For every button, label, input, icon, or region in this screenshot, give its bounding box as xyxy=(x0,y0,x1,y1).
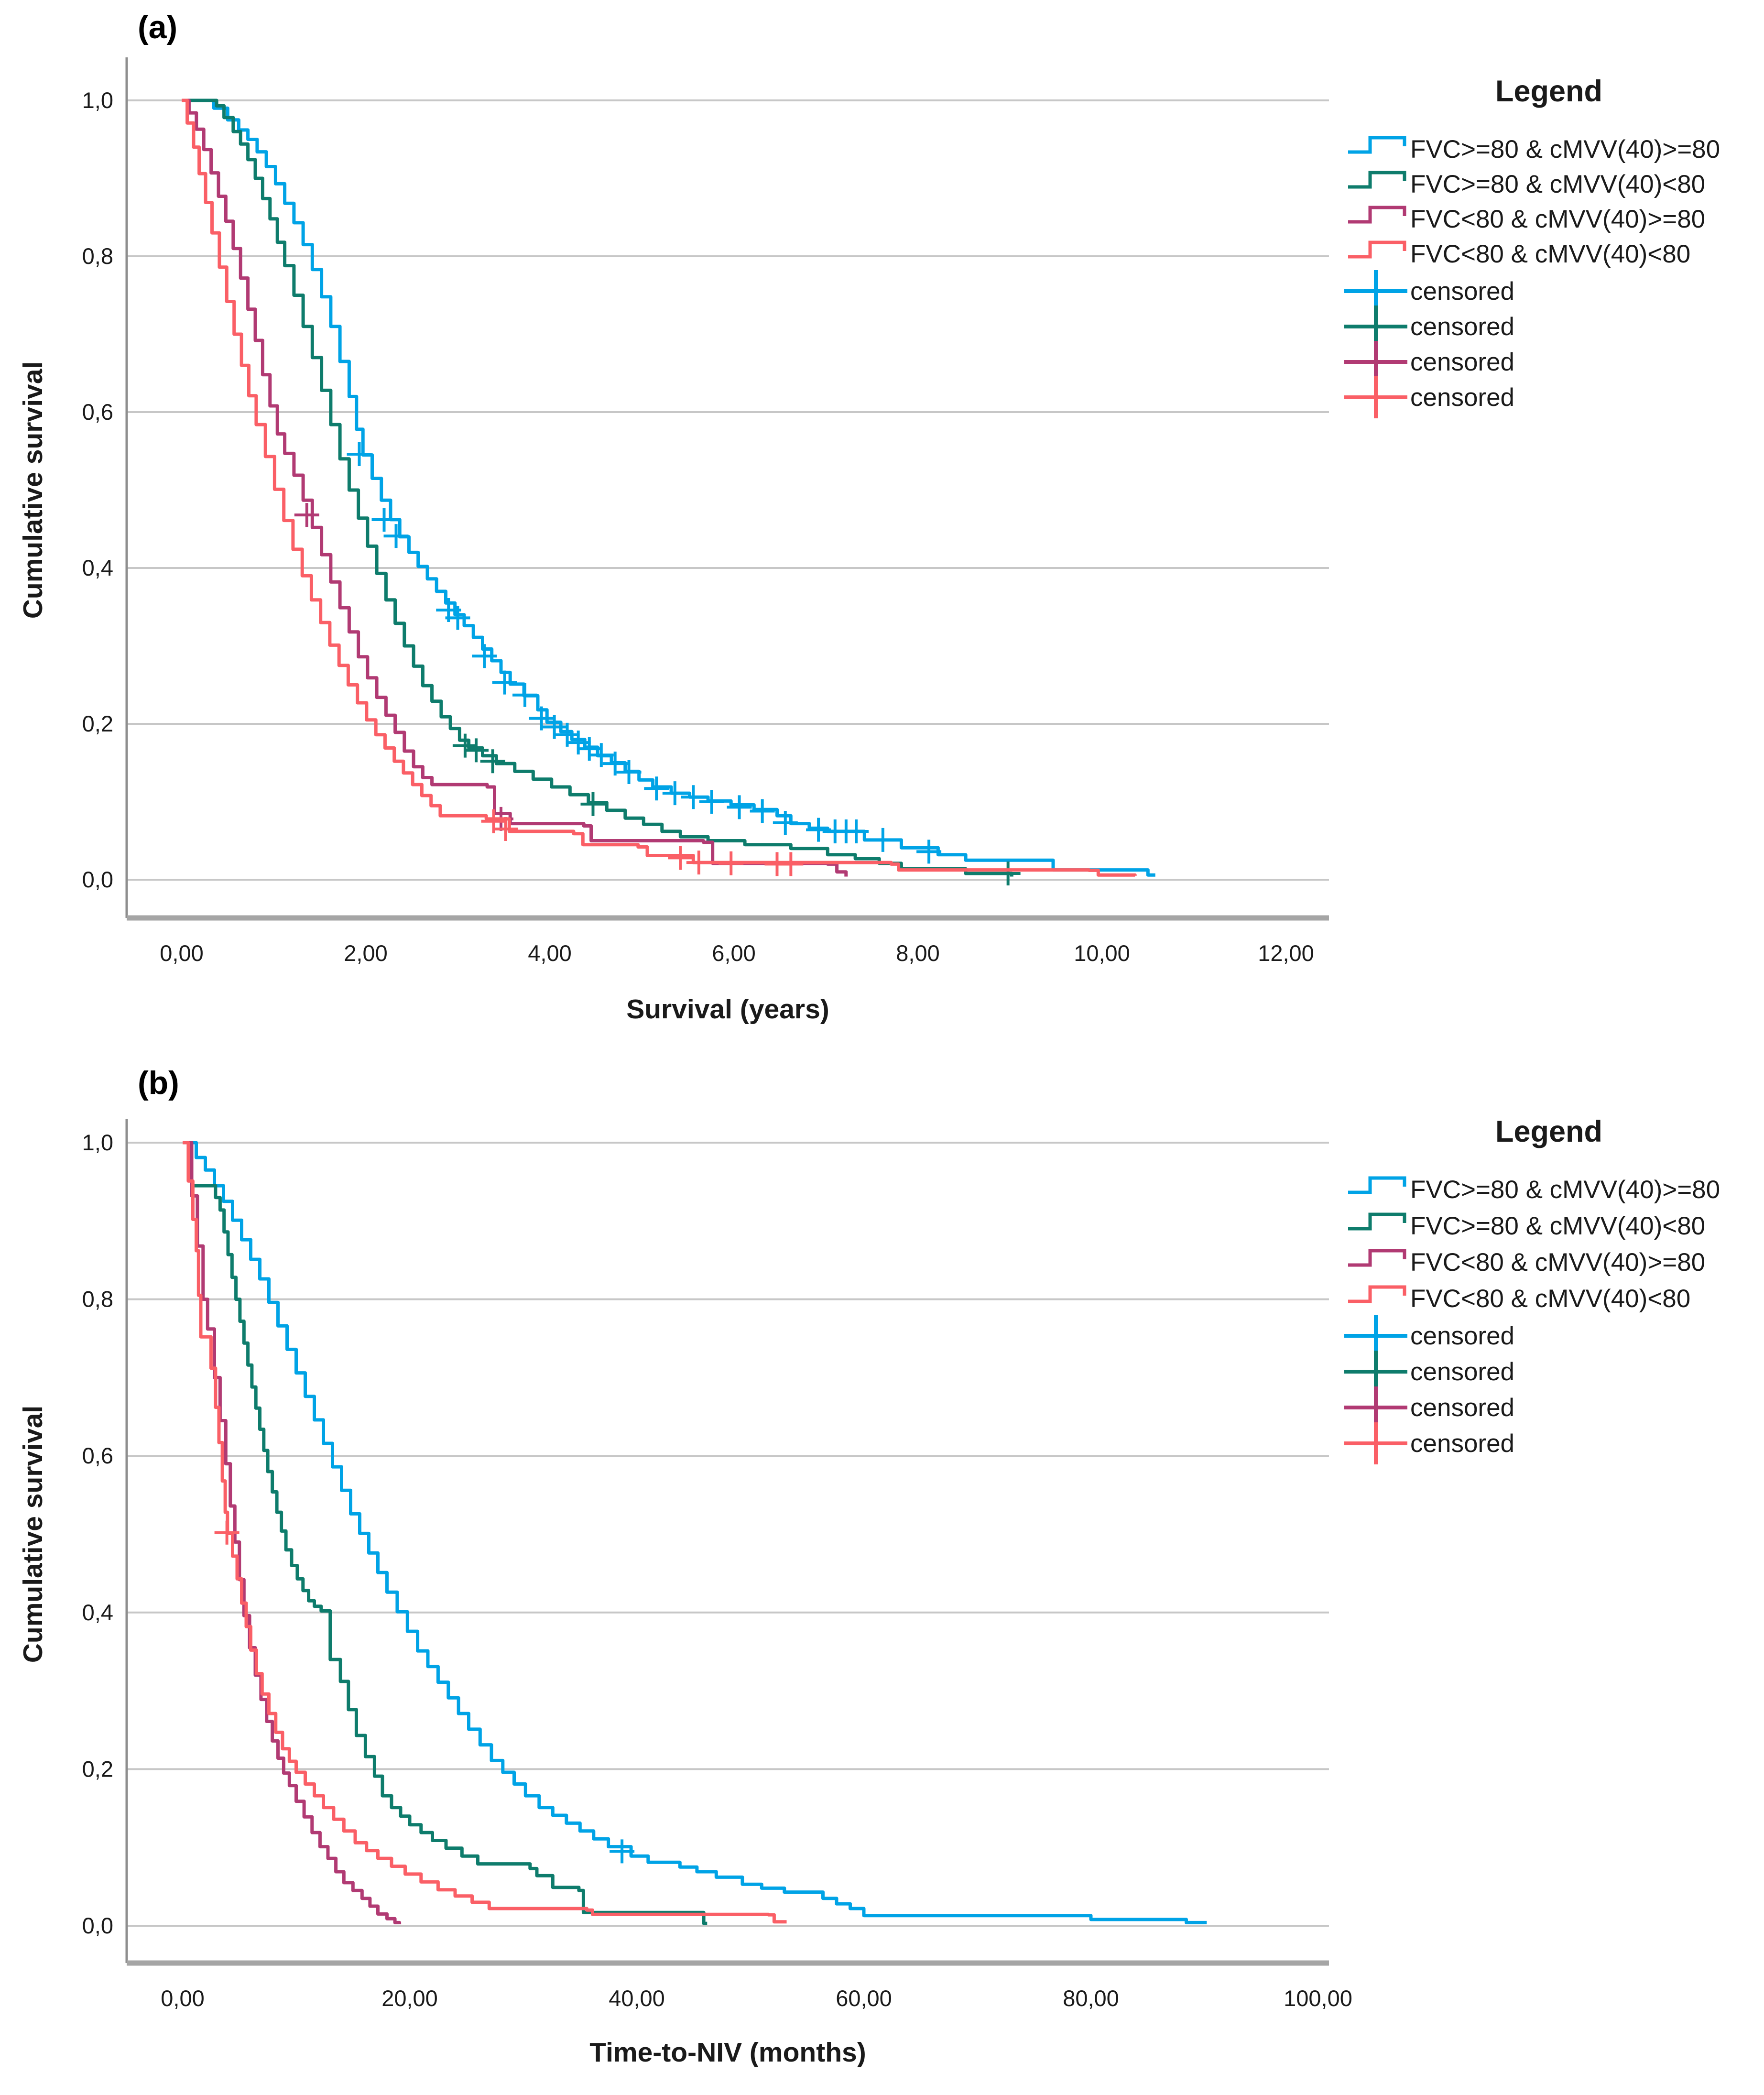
survival-curve xyxy=(182,98,1013,877)
legend-item-label: FVC<80 & cMVV(40)<80 xyxy=(1410,1285,1690,1313)
legend-item-label: FVC>=80 & cMVV(40)<80 xyxy=(1410,170,1705,198)
y-tick-label: 0,4 xyxy=(82,555,113,580)
legend-censored-label: censored xyxy=(1410,1322,1514,1350)
y-axis-title: Cumulative survival xyxy=(18,1406,48,1663)
panel-b-label: (b) xyxy=(138,1065,179,1101)
legend-step-icon xyxy=(1348,1285,1406,1303)
legend-step-icon xyxy=(1348,240,1406,259)
legend-item-label: FVC<80 & cMVV(40)>=80 xyxy=(1410,1248,1705,1277)
x-tick-label: 60,00 xyxy=(836,1986,892,2011)
survival-curve xyxy=(182,98,1155,877)
x-tick-label: 0,00 xyxy=(160,940,203,966)
censor-marks xyxy=(481,809,804,876)
y-tick-label: 0,6 xyxy=(82,399,113,425)
y-tick-label: 0,0 xyxy=(82,867,113,892)
censor-marks xyxy=(452,733,1021,885)
time-to-niv-months-chart: 1,0 0,8 0,6 0,4 0,2 0,0 0,00 20,00 40,00 60,00 80,… xyxy=(18,1115,1720,2068)
legend-censored-label: censored xyxy=(1410,313,1514,341)
legend-item-label: FVC<80 & cMVV(40)>=80 xyxy=(1410,205,1705,233)
legend: Legend FVC>=80 & cMVV(40)>=80 FVC>=80 & cM… xyxy=(1344,1115,1720,1464)
legend-title: Legend xyxy=(1495,75,1602,108)
y-axis-title: Cumulative survival xyxy=(18,361,48,619)
legend-step-icon xyxy=(1348,1176,1406,1194)
x-tick-label: 6,00 xyxy=(712,940,755,966)
y-tick-label: 0,4 xyxy=(82,1600,113,1625)
y-tick-label: 1,0 xyxy=(82,1130,113,1155)
x-tick-label: 12,00 xyxy=(1258,940,1314,966)
y-tick-label: 0,2 xyxy=(82,1756,113,1781)
legend-censored-label: censored xyxy=(1410,1358,1514,1386)
survival-curve xyxy=(182,98,848,877)
legend-step-icon xyxy=(1348,171,1406,189)
panel-a-label: (a) xyxy=(138,9,178,45)
censor-marks xyxy=(214,1520,240,1545)
x-tick-label: 2,00 xyxy=(344,940,387,966)
y-tick-label: 1,0 xyxy=(82,87,113,113)
censor-marks xyxy=(294,503,513,831)
legend-title: Legend xyxy=(1495,1115,1602,1148)
x-tick-label: 8,00 xyxy=(896,940,939,966)
x-tick-label: 100,00 xyxy=(1284,1986,1352,2011)
x-tick-label: 20,00 xyxy=(381,1986,438,2011)
survival-curve xyxy=(183,1141,1207,1924)
x-tick-label: 80,00 xyxy=(1063,1986,1119,2011)
censor-marks xyxy=(610,1839,635,1864)
x-tick-label: 4,00 xyxy=(528,940,571,966)
x-axis-title: Survival (years) xyxy=(626,994,829,1025)
x-tick-label: 40,00 xyxy=(609,1986,665,2011)
legend-step-icon xyxy=(1348,1249,1406,1267)
censor-marks xyxy=(347,442,942,864)
legend-censored-label: censored xyxy=(1410,348,1514,376)
legend-censored-label: censored xyxy=(1410,383,1514,412)
survival-curve xyxy=(183,1141,787,1924)
legend-item-label: FVC>=80 & cMVV(40)>=80 xyxy=(1410,1176,1720,1204)
legend-censored-label: censored xyxy=(1410,1394,1514,1422)
y-tick-label: 0,8 xyxy=(82,1287,113,1312)
y-tick-label: 0,6 xyxy=(82,1443,113,1468)
y-tick-label: 0,2 xyxy=(82,711,113,736)
x-axis-title: Time-to-NIV (months) xyxy=(589,2037,866,2068)
legend-step-icon xyxy=(1348,206,1406,224)
legend-item-label: FVC>=80 & cMVV(40)>=80 xyxy=(1410,135,1720,164)
legend-step-icon xyxy=(1348,1212,1406,1231)
x-tick-label: 10,00 xyxy=(1074,940,1130,966)
y-tick-label: 0,8 xyxy=(82,243,113,269)
x-tick-label: 0,00 xyxy=(161,1986,204,2011)
legend-censored-label: censored xyxy=(1410,1429,1514,1458)
legend-item-label: FVC>=80 & cMVV(40)<80 xyxy=(1410,1212,1705,1240)
legend: Legend FVC>=80 & cMVV(40)>=80 FVC>=80 & cM… xyxy=(1344,75,1720,418)
survival-curve xyxy=(183,1141,402,1924)
legend-step-icon xyxy=(1348,136,1406,154)
survival-years-chart: 1,0 0,8 0,6 0,4 0,2 0,0 0,00 2,00 4,00 6,00 8,00 10… xyxy=(18,57,1720,1025)
gridlines xyxy=(127,1142,1329,1927)
y-tick-label: 0,0 xyxy=(82,1913,113,1938)
gridlines xyxy=(127,99,1329,881)
legend-censored-label: censored xyxy=(1410,277,1514,306)
legend-item-label: FVC<80 & cMVV(40)<80 xyxy=(1410,240,1690,268)
survival-curve xyxy=(183,1141,708,1925)
survival-curve xyxy=(182,98,1137,877)
